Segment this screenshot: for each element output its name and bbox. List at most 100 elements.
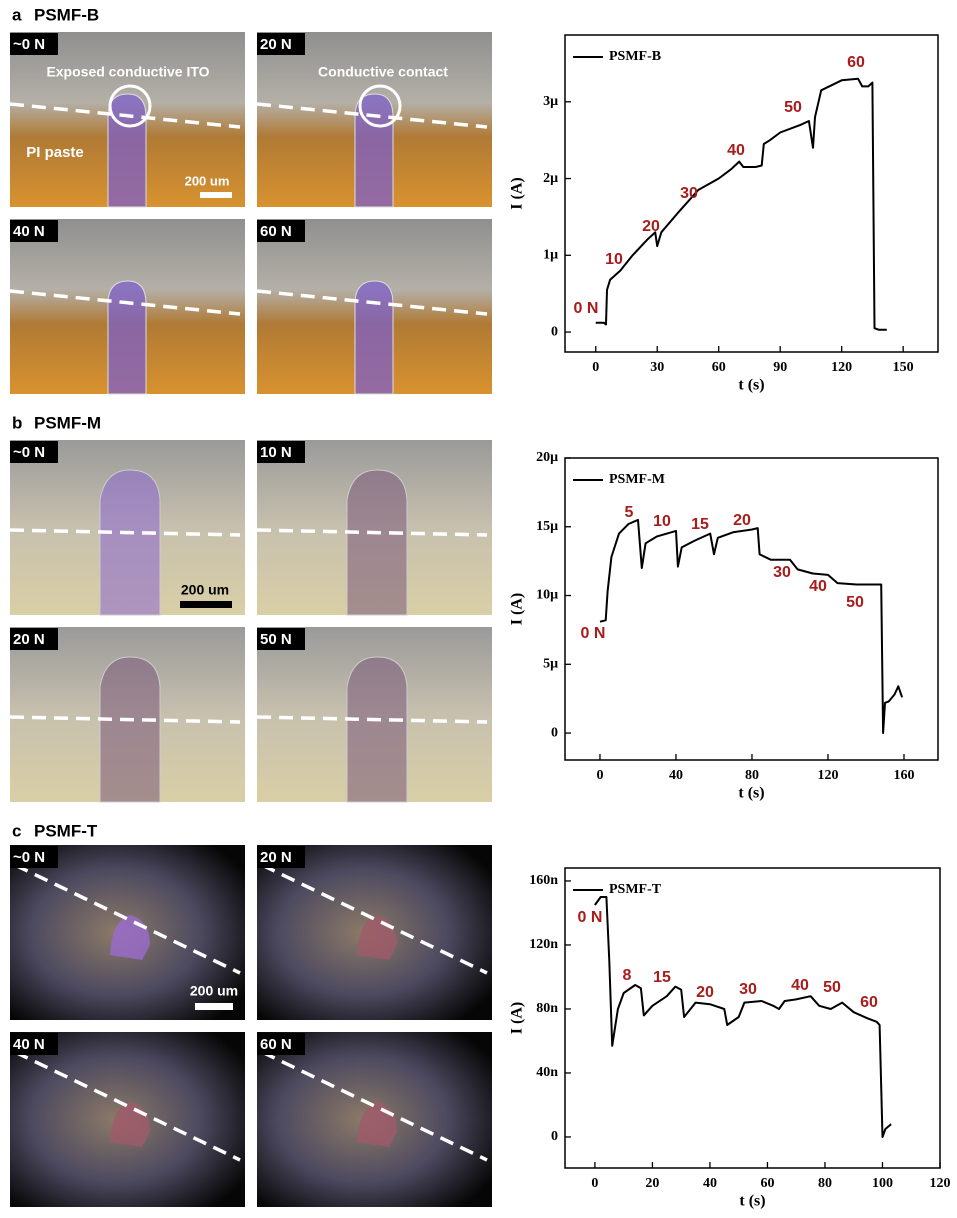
legend-label: PSMF-M — [609, 472, 665, 487]
x-tick-label: 30 — [650, 360, 664, 375]
photo-label: 20 N — [260, 849, 292, 866]
y-tick-label: 5μ — [543, 657, 558, 672]
annotation: 5 — [625, 504, 634, 521]
ito-strip — [100, 657, 160, 802]
annotation: 40 — [791, 977, 809, 994]
photo-label: 10 N — [260, 444, 292, 461]
x-tick-label: 160 — [893, 768, 914, 783]
y-tick-label: 80n — [536, 1001, 558, 1016]
x-tick-label: 90 — [773, 360, 787, 375]
ito-strip — [100, 470, 160, 615]
data-line — [595, 897, 891, 1137]
x-tick-label: 20 — [645, 1176, 659, 1191]
panel-letter: c — [12, 821, 21, 840]
data-line — [596, 79, 887, 330]
panel-name: PSMF-B — [34, 5, 99, 24]
data-line — [600, 520, 902, 733]
annotation: 50 — [784, 99, 802, 116]
x-tick-label: 40 — [703, 1176, 717, 1191]
annotation: 30 — [739, 981, 757, 998]
annotation: 0 N — [578, 909, 603, 926]
y-tick-label: 0 — [551, 1129, 558, 1144]
x-tick-label: 0 — [592, 360, 599, 375]
x-tick-label: 80 — [818, 1176, 832, 1191]
ito-strip — [355, 281, 393, 394]
annotation: 20 — [733, 512, 751, 529]
photo-label: ~0 N — [13, 444, 45, 461]
annotation: 8 — [623, 967, 632, 984]
ito-strip — [347, 657, 407, 802]
x-tick-label: 150 — [893, 360, 914, 375]
photo-label: 20 N — [260, 36, 292, 53]
annotation: 40 — [727, 142, 745, 159]
annotation: 20 — [696, 984, 714, 1001]
y-tick-label: 15μ — [536, 519, 558, 534]
annotation: 10 — [653, 513, 671, 530]
y-tick-label: 1μ — [543, 248, 558, 263]
x-tick-label: 120 — [831, 360, 852, 375]
y-tick-label: 160n — [529, 873, 558, 888]
panel-letter: a — [12, 5, 22, 24]
x-tick-label: 60 — [712, 360, 726, 375]
panel-name: PSMF-T — [34, 821, 98, 840]
y-tick-label: 120n — [529, 937, 558, 952]
photo-label: 40 N — [13, 1036, 45, 1053]
photo-note: 200 um — [190, 983, 238, 999]
annotation: 10 — [605, 251, 623, 268]
legend-label: PSMF-T — [609, 882, 662, 897]
y-tick-label: 0 — [551, 324, 558, 339]
y-axis-label: I (A) — [509, 177, 526, 209]
x-axis-label: t (s) — [738, 377, 764, 394]
scale-bar — [195, 1003, 233, 1010]
annotation: 15 — [691, 516, 709, 533]
plot-frame — [565, 35, 938, 352]
ito-strip — [347, 470, 407, 615]
ito-strip — [108, 94, 146, 207]
photo-note: Conductive contact — [318, 64, 448, 80]
y-axis-label: I (A) — [509, 593, 526, 625]
photo-label: ~0 N — [13, 849, 45, 866]
x-axis-label: t (s) — [738, 785, 764, 802]
y-tick-label: 10μ — [536, 588, 558, 603]
annotation: 50 — [823, 979, 841, 996]
x-tick-label: 120 — [817, 768, 838, 783]
photo-label: 20 N — [13, 631, 45, 648]
x-tick-label: 40 — [669, 768, 683, 783]
y-tick-label: 3μ — [543, 94, 558, 109]
figure: a PSMF-B ~0 N 20 N 40 N 60 N b PSMF-M ~0 N 10 N 20… — [0, 0, 957, 1213]
x-tick-label: 80 — [745, 768, 759, 783]
annotation: 20 — [642, 218, 660, 235]
annotation: 40 — [809, 578, 827, 595]
plot-frame — [565, 868, 940, 1168]
x-tick-label: 60 — [760, 1176, 774, 1191]
annotation: 30 — [773, 564, 791, 581]
ito-strip — [108, 281, 146, 394]
y-tick-label: 2μ — [543, 171, 558, 186]
panel-letter: b — [12, 413, 22, 432]
annotation: 0 N — [574, 300, 599, 317]
y-axis-label: I (A) — [509, 1002, 526, 1034]
photo-note: Exposed conductive ITO — [46, 64, 209, 80]
legend-label: PSMF-B — [609, 49, 661, 64]
photo-label: 50 N — [260, 631, 292, 648]
photo-label: 40 N — [13, 223, 45, 240]
annotation: 0 N — [581, 625, 606, 642]
scale-bar — [180, 601, 232, 608]
y-tick-label: 40n — [536, 1065, 558, 1080]
x-tick-label: 0 — [591, 1176, 598, 1191]
panel-name: PSMF-M — [34, 413, 101, 432]
photo-label: 60 N — [260, 1036, 292, 1053]
annotation: 50 — [846, 594, 864, 611]
photo-note: 200 um — [181, 582, 229, 598]
photo-label: 60 N — [260, 223, 292, 240]
y-tick-label: 0 — [551, 725, 558, 740]
x-tick-label: 100 — [872, 1176, 893, 1191]
photo-label: ~0 N — [13, 36, 45, 53]
photo-note: 200 um — [185, 173, 230, 188]
x-axis-label: t (s) — [739, 1193, 765, 1210]
annotation: 60 — [860, 994, 878, 1011]
annotation: 15 — [653, 969, 671, 986]
y-tick-label: 20μ — [536, 450, 558, 465]
annotation: 60 — [847, 54, 865, 71]
photo-note: PI paste — [26, 144, 84, 161]
